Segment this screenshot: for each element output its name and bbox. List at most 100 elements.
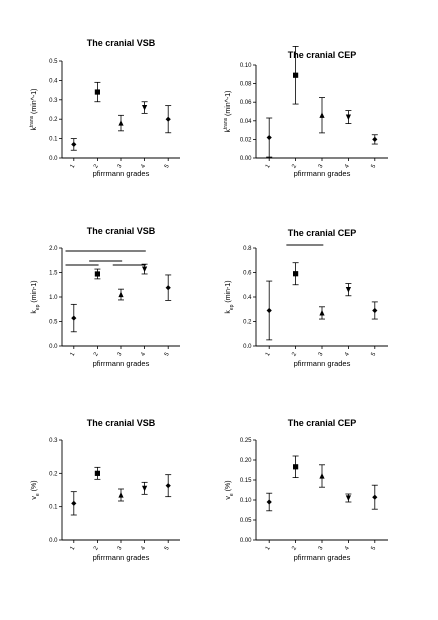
x-tick-label: 5 [370, 163, 377, 169]
y-tick-label: 0.10 [240, 498, 252, 504]
chart-title: The cranial VSB [87, 38, 156, 48]
y-tick-label: 0.10 [240, 63, 252, 69]
data-point [293, 464, 299, 470]
y-axis-label: kep (min-1) [31, 280, 41, 313]
x-tick-label: 4 [140, 351, 147, 357]
chart-panel-4: The cranial CEP 0.0 0.2 0.4 0.6 0.8 1 2 3 4 5 pfirr… [225, 228, 388, 368]
chart-title: The cranial VSB [87, 226, 156, 236]
data-point [71, 141, 77, 148]
chart-panel-2: The cranial CEP 0.00 0.02 0.04 0.06 0.08 0.10 1… [223, 46, 388, 178]
data-point [293, 72, 299, 78]
chart-panel-3: The cranial VSB 0.0 0.5 1.0 1.5 2.0 1 2 3 4 5 pfirr… [31, 226, 180, 368]
x-tick-label: 1 [69, 163, 76, 169]
x-tick-label: 5 [370, 351, 377, 357]
data-point [165, 116, 171, 122]
x-tick-label: 2 [291, 351, 298, 357]
x-axis-label: pfirrmann grades [294, 359, 351, 368]
data-point [94, 470, 100, 476]
data-point [266, 499, 272, 505]
y-tick-label: 0.00 [240, 156, 252, 162]
data-point [372, 307, 378, 314]
x-axis-label: pfirrmann grades [93, 359, 150, 368]
y-tick-label: 0.4 [49, 78, 58, 84]
y-tick-label: 0.0 [49, 156, 58, 162]
data-point [118, 120, 124, 126]
x-tick-label: 2 [93, 163, 100, 169]
data-point [94, 271, 100, 277]
y-tick-label: 0.0 [243, 344, 252, 350]
x-tick-label: 4 [140, 545, 147, 551]
x-tick-label: 2 [291, 163, 298, 169]
data-point [266, 134, 272, 141]
y-tick-label: 0.02 [240, 137, 252, 143]
data-point [142, 485, 148, 492]
y-tick-label: 0.5 [49, 320, 58, 326]
x-axis-label: pfirrmann grades [93, 553, 150, 562]
x-tick-label: 5 [164, 545, 171, 551]
x-tick-label: 2 [93, 351, 100, 357]
x-tick-label: 1 [265, 163, 272, 169]
x-tick-label: 3 [117, 545, 124, 551]
chart-panel-6: The cranial CEP 0.00 0.05 0.10 0.15 0.20 0.25 1… [225, 418, 388, 562]
data-point [319, 309, 325, 316]
y-tick-label: 1.0 [49, 295, 58, 301]
x-tick-label: 3 [117, 351, 124, 357]
data-point [142, 266, 148, 273]
x-tick-label: 4 [140, 163, 147, 169]
x-tick-label: 1 [265, 545, 272, 551]
data-point [165, 285, 171, 291]
y-tick-label: 0.0 [49, 344, 58, 350]
x-tick-label: 4 [344, 351, 351, 357]
chart-panel-5: The cranial VSB 0.0 0.1 0.2 0.3 1 2 3 4 5 pfirrman… [31, 418, 180, 562]
y-tick-label: 0.08 [240, 82, 252, 88]
chart-title: The cranial CEP [288, 418, 357, 428]
data-point [142, 104, 148, 111]
y-tick-label: 2.0 [49, 246, 58, 252]
data-point [372, 494, 378, 500]
x-tick-label: 3 [318, 163, 325, 169]
data-point [345, 287, 351, 293]
y-axis-label: ktrans (min^-1) [223, 90, 232, 132]
x-tick-label: 3 [318, 545, 325, 551]
x-tick-label: 1 [265, 351, 272, 357]
data-point [345, 114, 351, 121]
y-tick-label: 0.5 [49, 59, 58, 65]
chart-panel-1: The cranial VSB 0.0 0.1 0.2 0.3 0.4 0.5 1 2 3 4 5 pf… [29, 38, 180, 178]
chart-title: The cranial CEP [288, 228, 357, 238]
y-tick-label: 0.1 [49, 505, 58, 511]
data-point [118, 492, 124, 498]
x-tick-label: 4 [344, 163, 351, 169]
x-tick-label: 3 [318, 351, 325, 357]
x-tick-label: 5 [164, 351, 171, 357]
x-tick-label: 1 [69, 545, 76, 551]
x-tick-label: 4 [344, 545, 351, 551]
chart-title: The cranial VSB [87, 418, 156, 428]
x-tick-label: 2 [291, 545, 298, 551]
y-tick-label: 0.3 [49, 438, 58, 444]
data-point [118, 291, 124, 298]
y-tick-label: 0.4 [243, 295, 252, 301]
y-tick-label: 0.6 [243, 271, 252, 277]
y-tick-label: 0.2 [49, 117, 58, 123]
y-axis-label: kep (min-1) [225, 280, 235, 313]
y-tick-label: 0.8 [243, 246, 252, 252]
data-point [319, 473, 325, 479]
x-tick-label: 5 [164, 163, 171, 169]
data-point [293, 271, 299, 277]
y-tick-label: 0.20 [240, 458, 252, 464]
data-point [71, 500, 77, 506]
data-point [165, 483, 171, 489]
data-point [266, 307, 272, 314]
y-tick-label: 0.2 [49, 471, 58, 477]
x-tick-label: 3 [117, 163, 124, 169]
y-axis-label: ve (%) [225, 480, 235, 499]
x-tick-label: 1 [69, 351, 76, 357]
data-point [372, 136, 378, 142]
y-tick-label: 0.06 [240, 100, 252, 106]
y-tick-label: 0.25 [240, 438, 252, 444]
y-tick-label: 0.05 [240, 518, 252, 524]
x-tick-label: 2 [93, 545, 100, 551]
y-axis-label: ve (%) [31, 480, 41, 499]
y-tick-label: 0.0 [49, 538, 58, 544]
